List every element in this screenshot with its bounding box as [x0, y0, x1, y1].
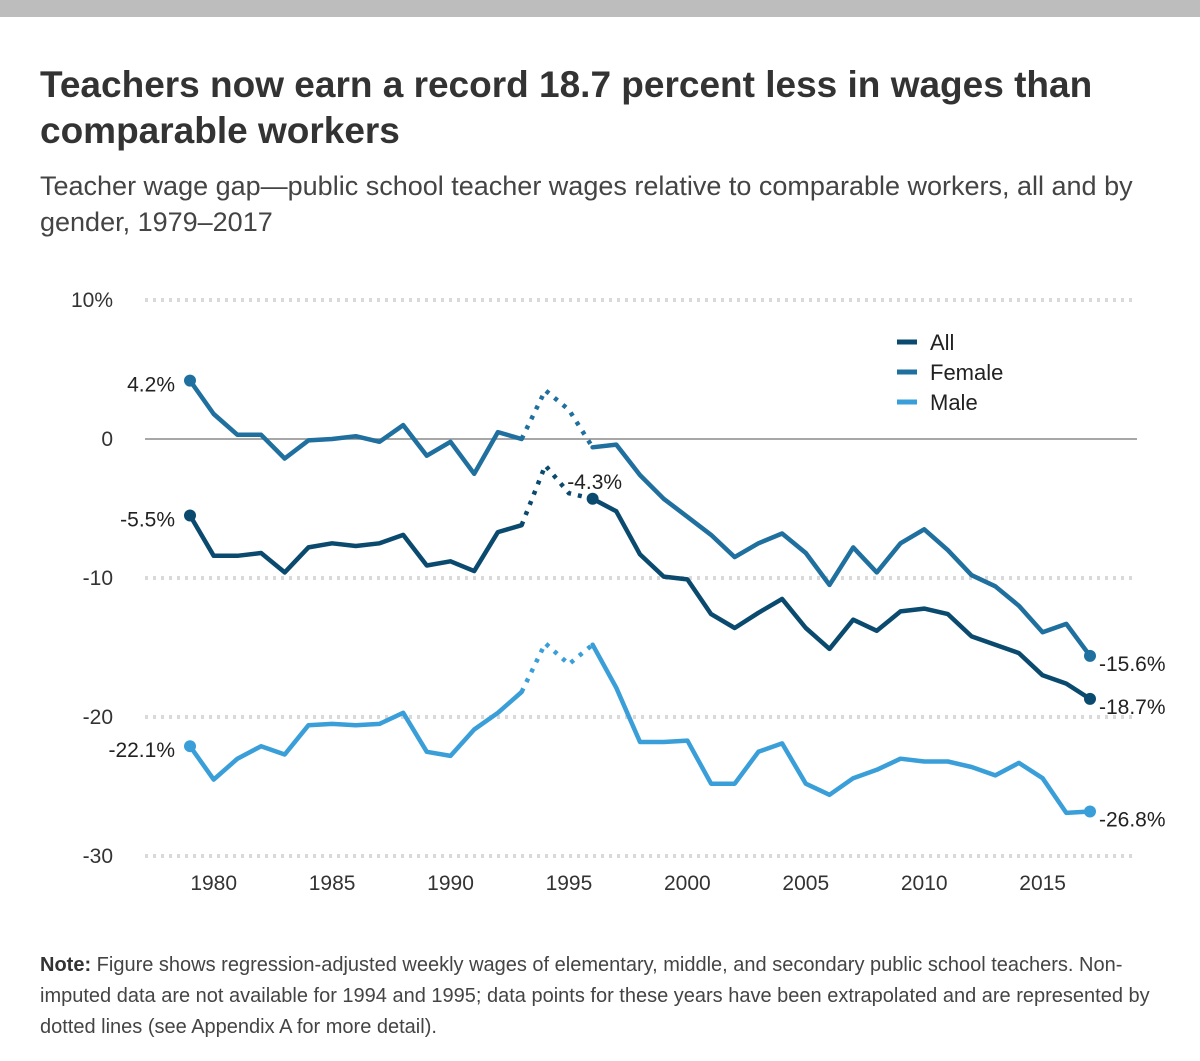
x-tick-label: 2005 [782, 872, 829, 895]
y-tick-label: 0 [101, 428, 113, 451]
series-layer [184, 374, 1096, 818]
series-line-all [187, 513, 524, 575]
x-tick-label: 1985 [309, 872, 356, 895]
data-label-all-end: -18.7% [1099, 696, 1166, 719]
series-marker-all-start [184, 509, 196, 522]
chart-title: Teachers now earn a record 18.7 percent … [40, 64, 1093, 151]
series-line-all-extrapolated [519, 461, 594, 527]
chart-subtitle: Teacher wage gap—public school teacher w… [40, 171, 1133, 237]
data-label-female-start: 4.2% [127, 374, 175, 397]
series-line-all [590, 496, 1093, 702]
x-axis-ticks: 1980 1985 1990 1995 2000 2005 2010 2015 [190, 872, 1066, 895]
series-marker-male-start [184, 740, 196, 753]
legend-label-all: All [930, 330, 954, 355]
data-labels: -5.5% -18.7% -4.3% 4.2% -15.6% -22.1% -26.8% [108, 374, 1165, 832]
data-label-all-1996: -4.3% [567, 471, 622, 494]
top-bar [0, 0, 1200, 17]
x-tick-label: 1980 [190, 872, 237, 895]
series-line-male [590, 642, 1093, 816]
data-label-female-end: -15.6% [1099, 653, 1166, 676]
series-marker-female-end [1084, 649, 1096, 662]
y-tick-label: 10% [71, 289, 113, 312]
x-tick-label: 2015 [1019, 872, 1066, 895]
series-marker-all-end [1084, 692, 1096, 705]
legend: All Female Male [897, 330, 1003, 415]
data-label-male-start: -22.1% [108, 739, 175, 762]
note-text: Figure shows regression-adjusted weekly … [40, 954, 1150, 1038]
series-line-female [590, 442, 1093, 659]
note-label: Note: [40, 954, 92, 976]
legend-label-male: Male [930, 390, 978, 415]
data-label-all-start: -5.5% [120, 508, 175, 531]
x-tick-label: 1990 [427, 872, 474, 895]
series-line-female [187, 378, 524, 477]
y-tick-label: -30 [83, 845, 113, 868]
series-marker-all-1996 [586, 492, 599, 505]
x-tick-label: 1995 [546, 872, 593, 895]
line-chart: 10% 0 -10 -20 -30 1980 1985 1990 1995 2000 2005 20… [71, 289, 1166, 895]
chart-note: Note: Figure shows regression-adjusted w… [40, 950, 1160, 1043]
x-tick-label: 2000 [664, 872, 711, 895]
series-marker-female-start [184, 374, 196, 387]
series-line-female-extrapolated [519, 386, 595, 449]
x-tick-label: 2010 [901, 872, 948, 895]
y-tick-label: -20 [83, 706, 113, 729]
series-line-male [187, 689, 524, 782]
y-tick-label: -10 [83, 567, 113, 590]
data-label-male-end: -26.8% [1099, 809, 1166, 832]
y-axis-ticks: 10% 0 -10 -20 -30 [71, 289, 113, 868]
series-line-male-extrapolated [519, 639, 595, 693]
series-marker-male-end [1084, 805, 1096, 818]
legend-label-female: Female [930, 360, 1003, 385]
